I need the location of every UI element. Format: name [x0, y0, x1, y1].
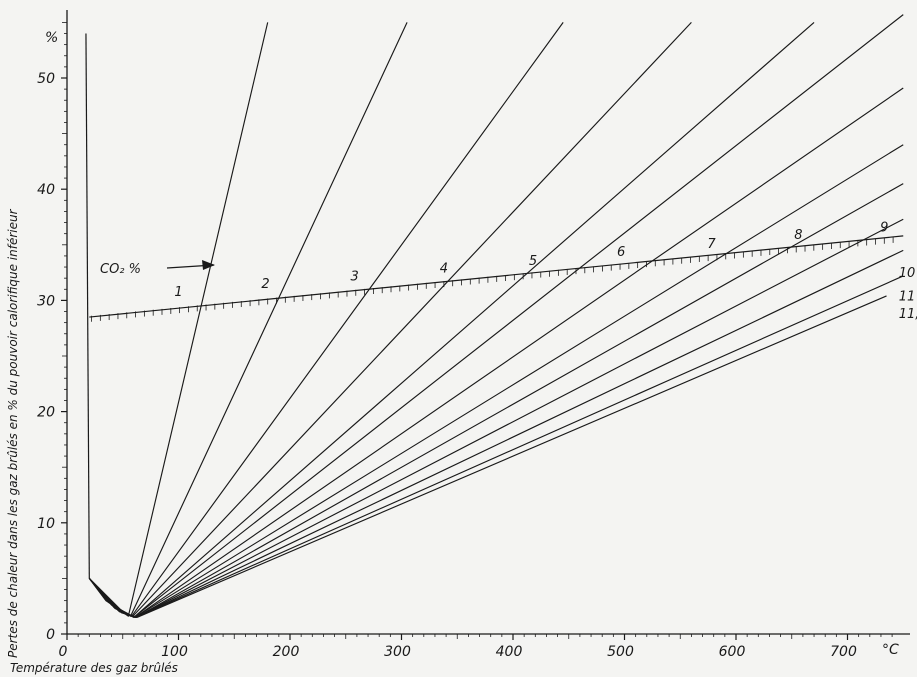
co2-annotation-label: CO₂ % [100, 262, 141, 277]
x-unit-label: °C [882, 642, 899, 658]
series-lines [85, 14, 904, 618]
co2-mark-label: 6 [617, 245, 625, 260]
series-line [88, 183, 904, 618]
chart-labels: 1 2 3 4 5 6 7 8 9 10 11 11,7 [174, 220, 917, 322]
series-line [88, 87, 904, 618]
co2-mark-label: 2 [261, 277, 269, 292]
co2-mark-label: 3 [351, 269, 359, 284]
series-line [88, 22, 692, 617]
co2-mark-label: 4 [440, 262, 448, 277]
series-line [88, 22, 564, 617]
x-tick-label: 100 [161, 644, 188, 660]
y-tick-label: 10 [37, 516, 55, 532]
co2-mark-label: 7 [707, 237, 716, 252]
envelope-curve [85, 33, 90, 579]
right-arrow-icon [166, 260, 215, 270]
co2-mark-label: 9 [880, 220, 888, 235]
co2-mark-label: 5 [529, 254, 537, 269]
y-unit-label: % [45, 30, 58, 46]
x-tick-label: 200 [273, 644, 300, 660]
x-axis-title: Température des gaz brûlés [10, 661, 178, 675]
co2-scale-line [89, 235, 904, 318]
series-line [88, 14, 904, 618]
series-line [88, 295, 887, 618]
y-tick-label: 20 [37, 405, 55, 421]
series-end-label: 10 [899, 266, 916, 281]
co2-mark-label: 1 [174, 285, 182, 300]
y-tick-label: 0 [46, 627, 55, 643]
y-tick-label: 40 [37, 182, 55, 198]
x-tick-label: 600 [719, 644, 746, 660]
y-axis-title: Pertes de chaleur dans les gaz brûlés en… [6, 208, 20, 658]
series-line [88, 144, 904, 618]
y-tick-label: 30 [37, 293, 55, 309]
x-tick-label: 300 [384, 644, 411, 660]
series-line [88, 275, 904, 618]
series-line [88, 218, 904, 618]
series-line [88, 22, 269, 617]
x-tick-label: 400 [496, 644, 523, 660]
y-tick-label: 50 [37, 71, 55, 87]
co2-scale [89, 235, 904, 322]
x-tick-label: 0 [59, 644, 68, 660]
series-end-label: 11,7 [899, 307, 917, 322]
co2-mark-label: 8 [794, 228, 802, 243]
series-end-label: 11 [899, 289, 916, 304]
x-tick-label: 700 [830, 644, 857, 660]
x-tick-label: 500 [607, 644, 634, 660]
